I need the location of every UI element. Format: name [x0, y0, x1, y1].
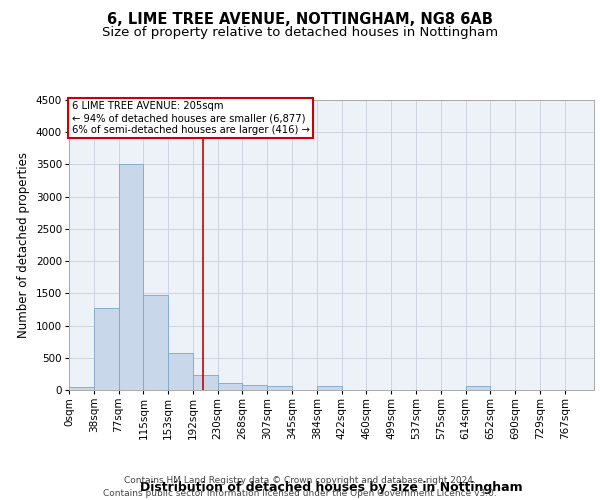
Text: Contains HM Land Registry data © Crown copyright and database right 2024.
Contai: Contains HM Land Registry data © Crown c…	[103, 476, 497, 498]
Bar	[193, 374, 218, 390]
Bar	[218, 383, 242, 390]
Text: 6, LIME TREE AVENUE, NOTTINGHAM, NG8 6AB: 6, LIME TREE AVENUE, NOTTINGHAM, NG8 6AB	[107, 12, 493, 28]
Bar	[267, 386, 292, 390]
Text: Size of property relative to detached houses in Nottingham: Size of property relative to detached ho…	[102, 26, 498, 39]
Bar	[317, 386, 341, 390]
Bar	[466, 386, 490, 390]
Text: 6 LIME TREE AVENUE: 205sqm
← 94% of detached houses are smaller (6,877)
6% of se: 6 LIME TREE AVENUE: 205sqm ← 94% of deta…	[71, 102, 310, 134]
Bar	[69, 388, 94, 390]
Bar	[143, 294, 168, 390]
Bar	[94, 308, 119, 390]
X-axis label: Distribution of detached houses by size in Nottingham: Distribution of detached houses by size …	[140, 480, 523, 494]
Y-axis label: Number of detached properties: Number of detached properties	[17, 152, 30, 338]
Bar	[168, 352, 193, 390]
Bar	[119, 164, 143, 390]
Bar	[242, 385, 267, 390]
